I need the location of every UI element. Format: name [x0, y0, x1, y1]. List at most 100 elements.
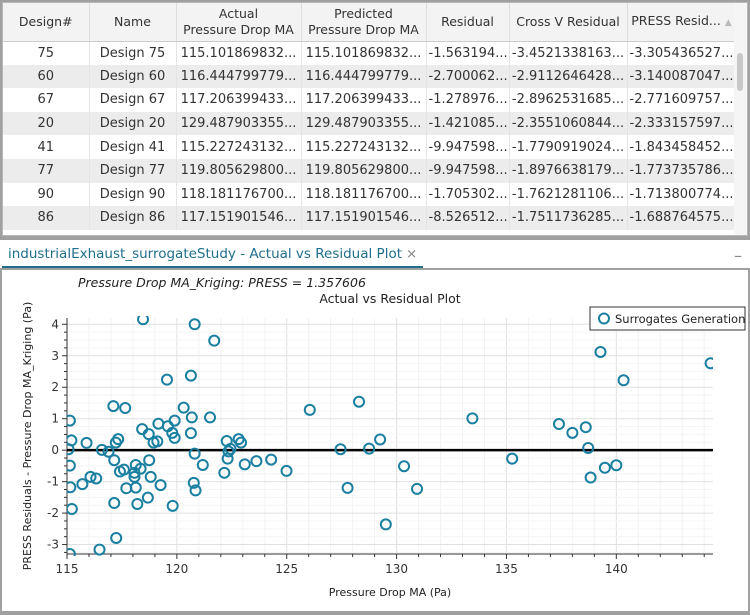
- data-point[interactable]: [144, 470, 157, 483]
- data-point[interactable]: [280, 464, 293, 477]
- data-point[interactable]: [379, 518, 392, 531]
- data-point[interactable]: [188, 318, 201, 331]
- data-point[interactable]: [579, 421, 592, 434]
- data-point[interactable]: [112, 433, 125, 446]
- data-point[interactable]: [265, 453, 278, 466]
- data-point[interactable]: [610, 459, 623, 472]
- data-point[interactable]: [363, 442, 376, 455]
- data-point[interactable]: [341, 481, 354, 494]
- data-point[interactable]: [185, 411, 198, 424]
- data-point[interactable]: [189, 484, 202, 497]
- data-point[interactable]: [235, 436, 248, 449]
- data-point[interactable]: [151, 435, 164, 448]
- data-point[interactable]: [250, 455, 263, 468]
- data-point[interactable]: [76, 478, 89, 491]
- data-point[interactable]: [108, 454, 121, 467]
- data-point[interactable]: [119, 401, 132, 414]
- data-point[interactable]: [67, 503, 78, 516]
- column-header[interactable]: Residual: [426, 3, 510, 42]
- minimize-button[interactable]: –: [734, 246, 742, 265]
- data-point[interactable]: [107, 400, 120, 413]
- tab-actual-vs-residual-plot[interactable]: industrialExhaust_surrogateStudy - Actua…: [2, 242, 424, 268]
- data-point[interactable]: [143, 454, 156, 467]
- data-point[interactable]: [64, 443, 75, 456]
- data-point[interactable]: [131, 497, 144, 510]
- scrollbar-thumb[interactable]: [737, 53, 743, 91]
- table-row[interactable]: 67 Design 67 117.206399433... 117.206399433…: [3, 88, 737, 112]
- data-point[interactable]: [188, 447, 201, 460]
- data-point[interactable]: [374, 433, 387, 446]
- close-icon[interactable]: ×: [406, 246, 418, 262]
- data-point[interactable]: [222, 445, 235, 458]
- data-point[interactable]: [129, 481, 142, 494]
- data-point[interactable]: [84, 470, 97, 483]
- data-point[interactable]: [102, 445, 115, 458]
- data-point[interactable]: [582, 441, 595, 454]
- column-header[interactable]: Design#: [3, 3, 90, 42]
- data-point[interactable]: [238, 458, 251, 471]
- data-point[interactable]: [110, 531, 123, 544]
- data-point[interactable]: [506, 452, 519, 465]
- data-point[interactable]: [466, 412, 479, 425]
- data-point[interactable]: [184, 369, 197, 382]
- column-header[interactable]: Name: [89, 3, 177, 42]
- table-row[interactable]: 60 Design 60 116.444799779... 116.444799779…: [3, 64, 737, 89]
- data-point[interactable]: [65, 548, 76, 559]
- data-point[interactable]: [168, 431, 181, 444]
- table-cell: Design 67: [89, 88, 177, 112]
- table-row[interactable]: 41 Design 41 115.227243132... 115.227243132…: [3, 135, 737, 159]
- data-point[interactable]: [108, 497, 121, 510]
- table-cell: -9.947598...: [426, 135, 510, 159]
- column-header[interactable]: Predicted Pressure Drop MA: [301, 3, 427, 42]
- table-cell: 129.487903355...: [176, 111, 302, 136]
- data-point[interactable]: [208, 334, 221, 347]
- data-point[interactable]: [65, 459, 76, 472]
- data-point[interactable]: [218, 466, 231, 479]
- editor-tab-bar: industrialExhaust_surrogateStudy - Actua…: [0, 240, 750, 268]
- data-point[interactable]: [398, 460, 411, 473]
- table-row[interactable]: 75 Design 75 115.101869832... 115.101869832…: [3, 41, 737, 65]
- table-cell: Design 75: [89, 41, 177, 65]
- data-point[interactable]: [113, 465, 126, 478]
- data-point[interactable]: [90, 472, 103, 485]
- data-point[interactable]: [353, 395, 366, 408]
- data-point[interactable]: [154, 479, 167, 492]
- data-point[interactable]: [80, 436, 93, 449]
- data-point[interactable]: [168, 414, 181, 427]
- data-point[interactable]: [141, 491, 154, 504]
- data-point[interactable]: [160, 373, 173, 386]
- data-point[interactable]: [196, 458, 209, 471]
- data-point[interactable]: [334, 443, 347, 456]
- data-point[interactable]: [95, 443, 108, 456]
- data-point[interactable]: [128, 466, 141, 479]
- table-cell: -3.140087047...: [627, 64, 737, 89]
- table-scrollbar[interactable]: [734, 3, 747, 235]
- column-header[interactable]: Actual Pressure Drop MA: [176, 3, 302, 42]
- data-point[interactable]: [204, 411, 217, 424]
- table-row[interactable]: 86 Design 86 117.151901546... 117.151901546…: [3, 206, 737, 230]
- sort-ascending-icon[interactable]: ▲: [724, 17, 732, 28]
- column-header[interactable]: Cross V Residual: [509, 3, 628, 42]
- column-header[interactable]: PRESS Resid... ▲: [627, 3, 737, 42]
- data-point[interactable]: [552, 418, 565, 431]
- data-point[interactable]: [166, 499, 179, 512]
- data-point[interactable]: [566, 426, 579, 439]
- data-point[interactable]: [594, 345, 607, 358]
- data-point[interactable]: [221, 452, 234, 465]
- data-point[interactable]: [303, 403, 316, 416]
- data-point[interactable]: [137, 314, 150, 326]
- data-point[interactable]: [584, 471, 597, 484]
- data-point[interactable]: [65, 414, 76, 427]
- data-point[interactable]: [177, 401, 190, 414]
- data-point[interactable]: [184, 427, 197, 440]
- data-point[interactable]: [598, 461, 611, 474]
- data-point[interactable]: [704, 357, 716, 370]
- data-point[interactable]: [93, 543, 106, 556]
- data-point[interactable]: [411, 482, 424, 495]
- data-point[interactable]: [187, 476, 200, 489]
- table-row[interactable]: 90 Design 90 118.181176700... 118.181176700…: [3, 182, 737, 207]
- data-point[interactable]: [65, 481, 77, 494]
- table-row[interactable]: 77 Design 77 119.805629800... 119.805629800…: [3, 158, 737, 183]
- data-point[interactable]: [617, 374, 630, 387]
- table-row[interactable]: 20 Design 20 129.487903355... 129.487903355…: [3, 111, 737, 136]
